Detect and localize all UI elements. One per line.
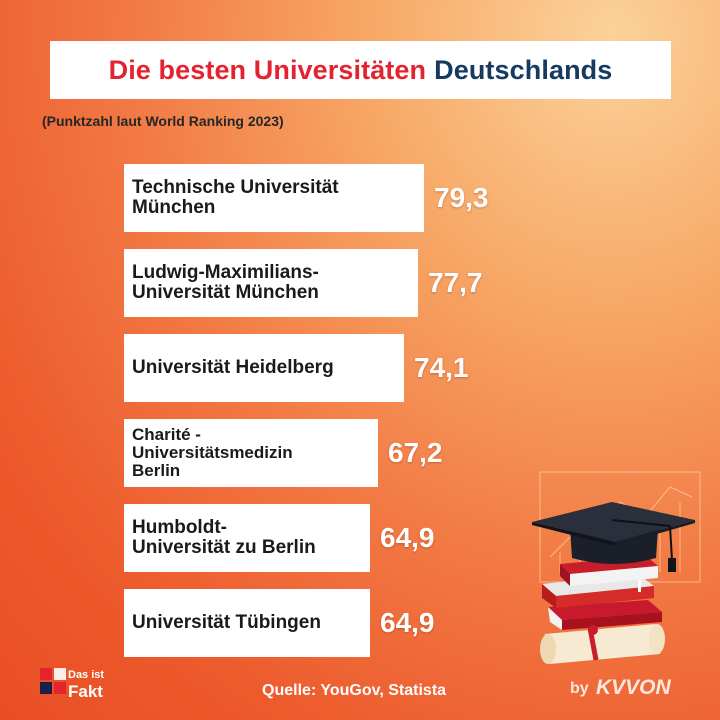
title-banner: Die besten Universitäten Deutschlands (50, 41, 671, 99)
graduation-illustration (532, 471, 701, 664)
bar-value-label: 64,9 (380, 607, 435, 638)
bar-2: Ludwig-Maximilians- Universität München (124, 249, 418, 317)
bar-4: Charité - Universitätsmedizin Berlin (124, 419, 378, 487)
bar-label: Ludwig-Maximilians- Universität München (132, 261, 319, 303)
bar-label: Charité - Universitätsmedizin Berlin (132, 424, 293, 481)
bar-value-label: 67,2 (388, 437, 443, 468)
bar-value-label: 74,1 (414, 352, 469, 383)
bar-3: Universität Heidelberg (124, 334, 404, 402)
bar-label: Humboldt- Universität zu Berlin (132, 516, 316, 558)
bar-value-label: 64,9 (380, 522, 435, 553)
byline-wordmark: KVVON (596, 676, 671, 699)
byline-by: by (570, 680, 589, 697)
bar-1: Technische Universität München (124, 164, 424, 232)
graduation-cap-icon (532, 502, 695, 572)
bar-value-label: 77,7 (428, 267, 483, 298)
subtitle: (Punktzahl laut World Ranking 2023) (42, 113, 284, 129)
bar-6: Universität Tübingen (124, 589, 370, 657)
source-note: Quelle: YouGov, Statista (262, 682, 447, 699)
diploma-scroll-icon (540, 624, 665, 664)
bar-label: Universität Heidelberg (132, 356, 334, 378)
logo-line2: Fakt (68, 682, 103, 701)
bar-5: Humboldt- Universität zu Berlin (124, 504, 370, 572)
bar-label: Technische Universität München (132, 176, 339, 218)
title-part-red: Die besten Universitäten (108, 54, 427, 85)
brand-logo-icon (40, 668, 66, 694)
bar-value-label: 79,3 (434, 182, 489, 213)
book-stack-icon (542, 556, 662, 630)
title-part-blue: Deutschlands (434, 54, 613, 85)
bar-label: Universität Tübingen (132, 611, 321, 633)
logo-line1: Das ist (68, 669, 105, 681)
